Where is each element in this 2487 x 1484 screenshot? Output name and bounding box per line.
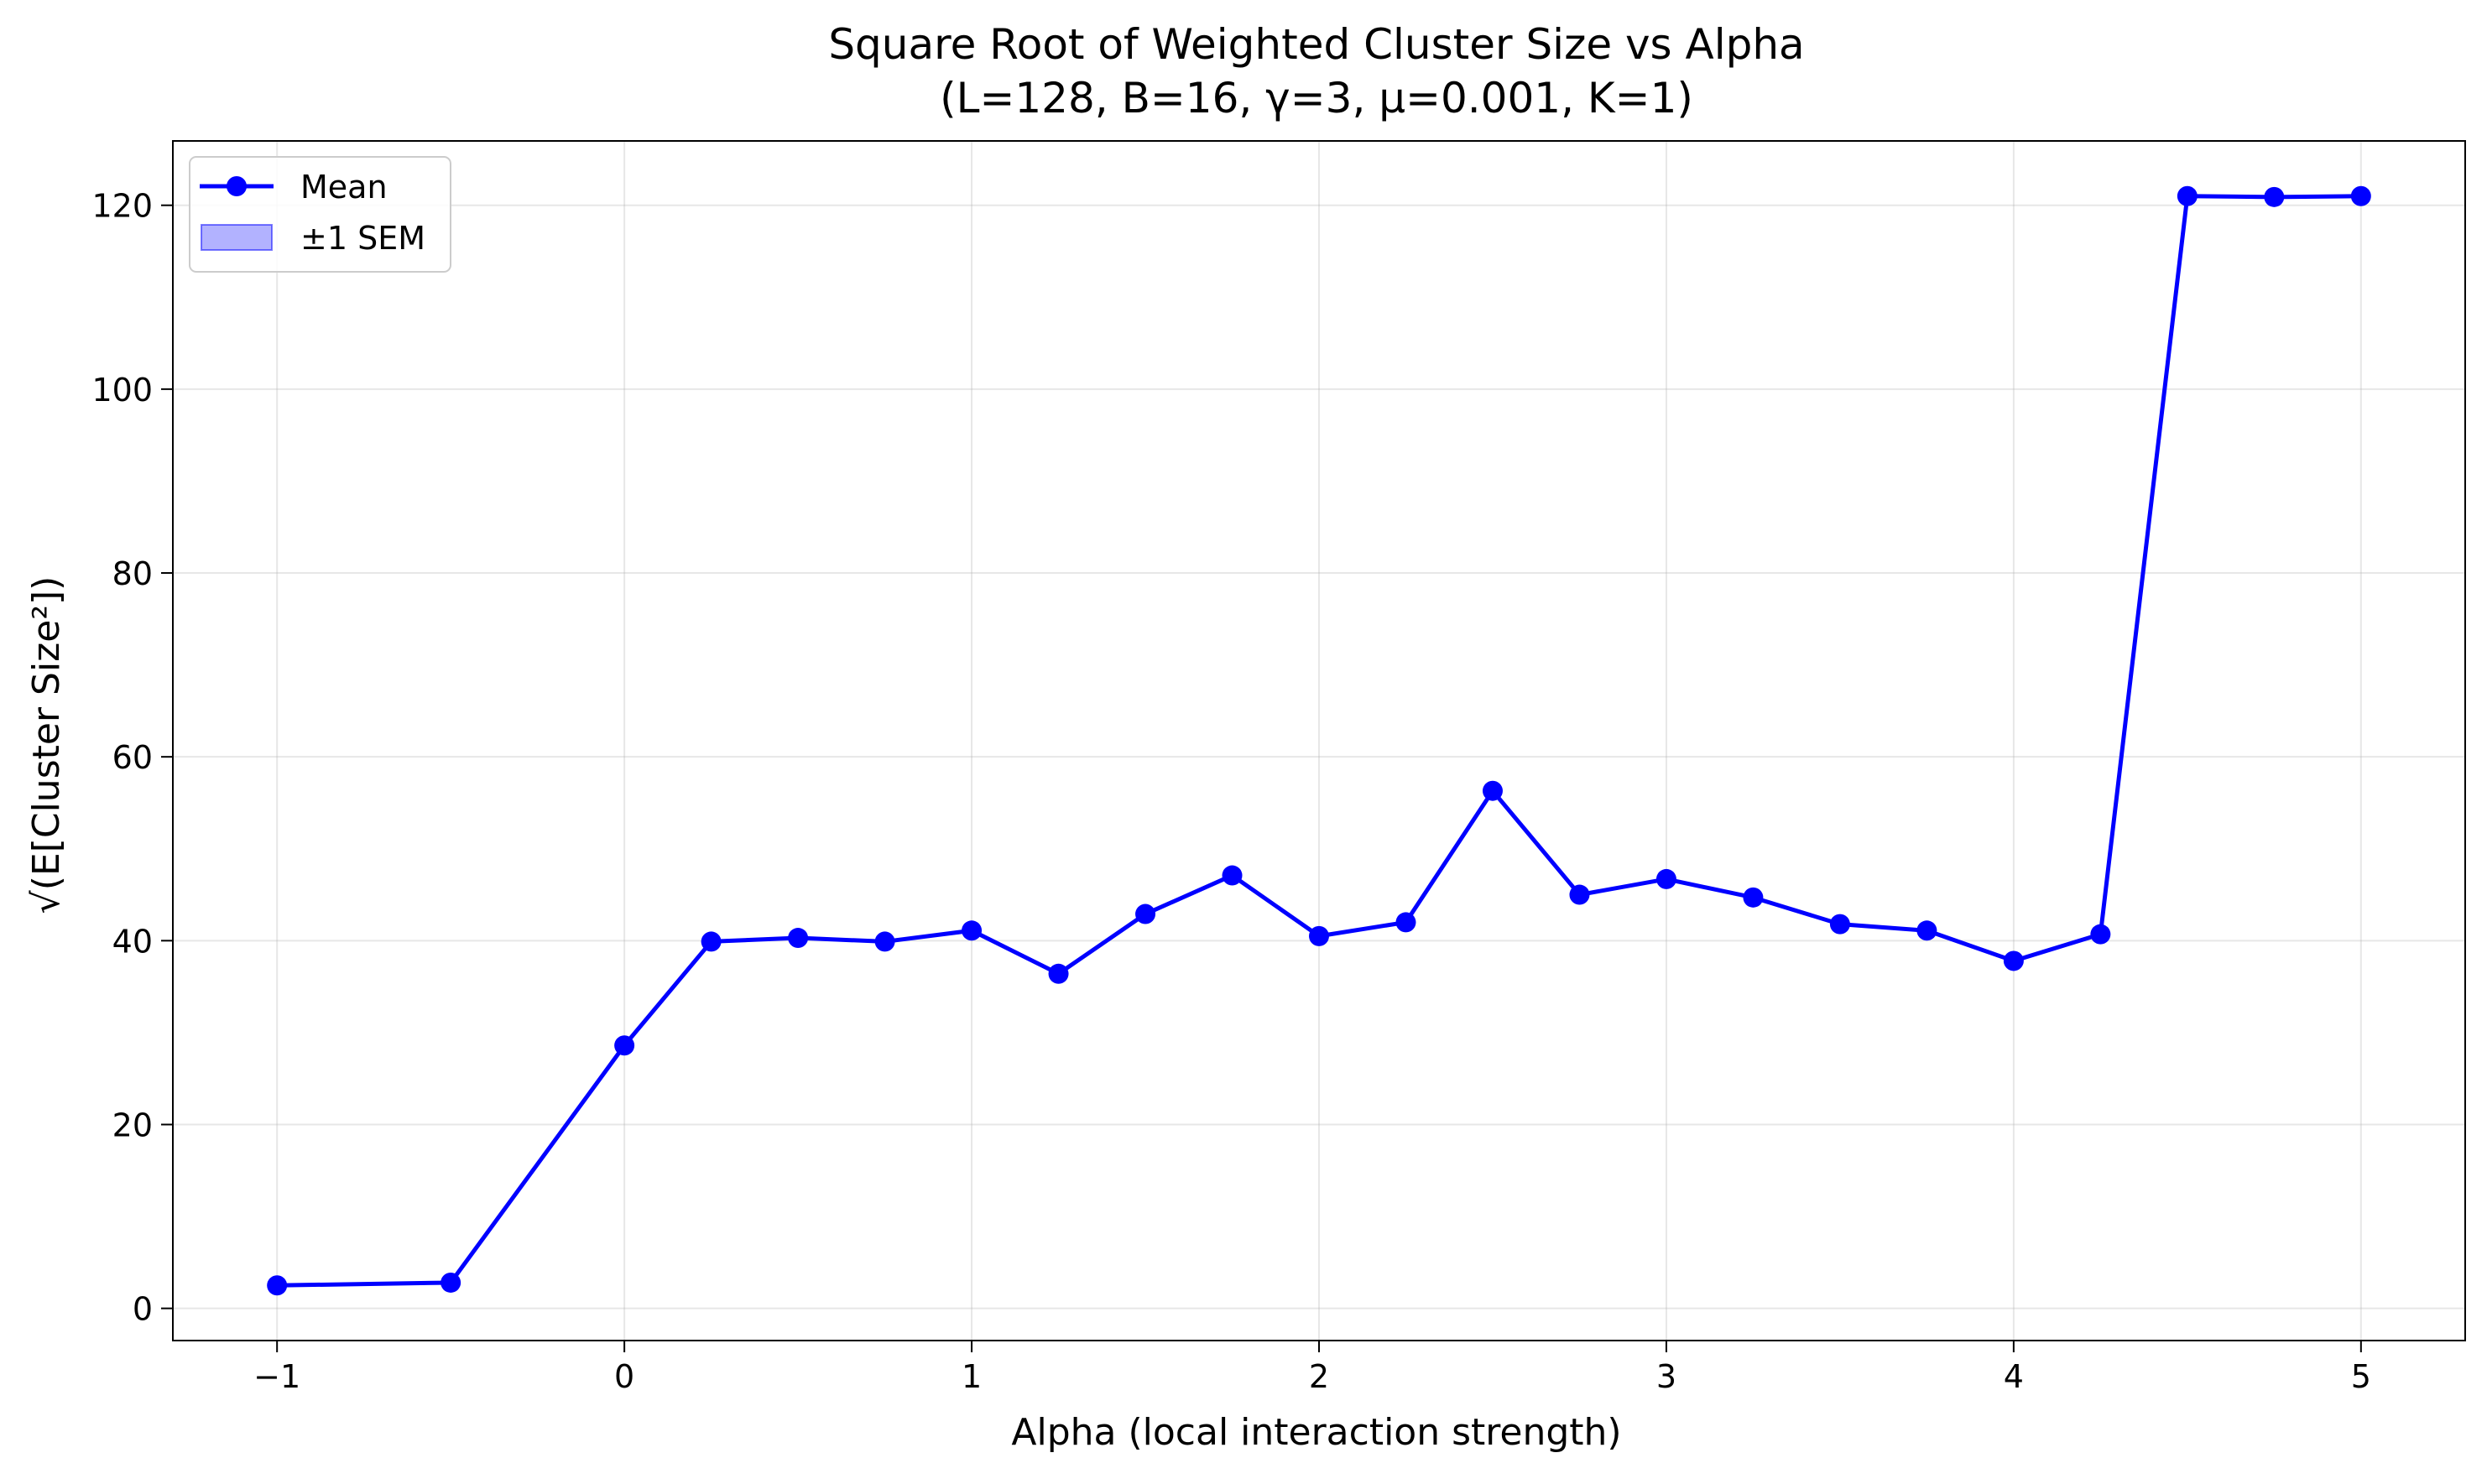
y-tick-label-1: 20 xyxy=(112,1106,153,1143)
data-point-0 xyxy=(267,1275,288,1296)
y-tick-label-4: 80 xyxy=(112,555,153,592)
legend: Mean ±1 SEM xyxy=(189,156,451,273)
data-point-15 xyxy=(1743,887,1764,908)
y-tick-label-6: 120 xyxy=(91,188,153,225)
y-ticks: 0 20 40 60 80 100 120 xyxy=(91,188,173,1328)
chart-title: Square Root of Weighted Cluster Size vs … xyxy=(828,20,1804,69)
x-axis-label: Alpha (local interaction strength) xyxy=(1011,1411,1621,1454)
data-point-18 xyxy=(2003,950,2024,971)
x-tick-label-6: 5 xyxy=(2351,1358,2371,1395)
data-point-3 xyxy=(701,931,722,952)
data-point-8 xyxy=(1135,903,1156,924)
data-point-7 xyxy=(1048,963,1069,984)
data-point-11 xyxy=(1395,912,1416,933)
data-point-16 xyxy=(1829,914,1850,935)
x-tick-label-0: −1 xyxy=(253,1358,300,1395)
legend-label-mean: Mean xyxy=(300,169,388,206)
legend-sem-swatch xyxy=(201,224,273,251)
y-tick-label-0: 0 xyxy=(133,1291,153,1328)
data-point-17 xyxy=(1916,920,1937,941)
data-point-20 xyxy=(2177,185,2198,206)
legend-label-sem: ±1 SEM xyxy=(300,220,425,257)
chart-subtitle: (L=128, B=16, γ=3, μ=0.001, K=1) xyxy=(940,74,1693,122)
data-point-14 xyxy=(1655,868,1676,889)
y-tick-label-5: 100 xyxy=(91,372,153,409)
data-point-5 xyxy=(874,931,895,952)
y-tick-label-2: 40 xyxy=(112,923,153,960)
series-group xyxy=(267,185,2371,1296)
x-tick-label-1: 0 xyxy=(614,1358,634,1395)
x-tick-label-2: 1 xyxy=(962,1358,982,1395)
data-point-9 xyxy=(1222,865,1243,886)
y-axis-label: √(E[Cluster Size²]) xyxy=(25,576,68,914)
data-point-22 xyxy=(2350,185,2371,206)
data-point-13 xyxy=(1569,884,1590,905)
data-point-10 xyxy=(1309,925,1329,946)
x-tick-label-4: 3 xyxy=(1656,1358,1676,1395)
data-point-21 xyxy=(2264,186,2285,207)
data-point-6 xyxy=(962,920,983,941)
data-point-1 xyxy=(441,1272,461,1293)
x-ticks: −1 0 1 2 3 4 5 xyxy=(253,1341,2371,1395)
data-point-2 xyxy=(614,1035,635,1056)
data-point-4 xyxy=(788,928,809,949)
x-tick-label-3: 2 xyxy=(1309,1358,1329,1395)
legend-mean-marker xyxy=(227,176,247,196)
x-tick-label-5: 4 xyxy=(2004,1358,2024,1395)
y-tick-label-3: 60 xyxy=(112,739,153,776)
data-point-19 xyxy=(2090,924,2111,945)
data-point-12 xyxy=(1482,780,1503,801)
